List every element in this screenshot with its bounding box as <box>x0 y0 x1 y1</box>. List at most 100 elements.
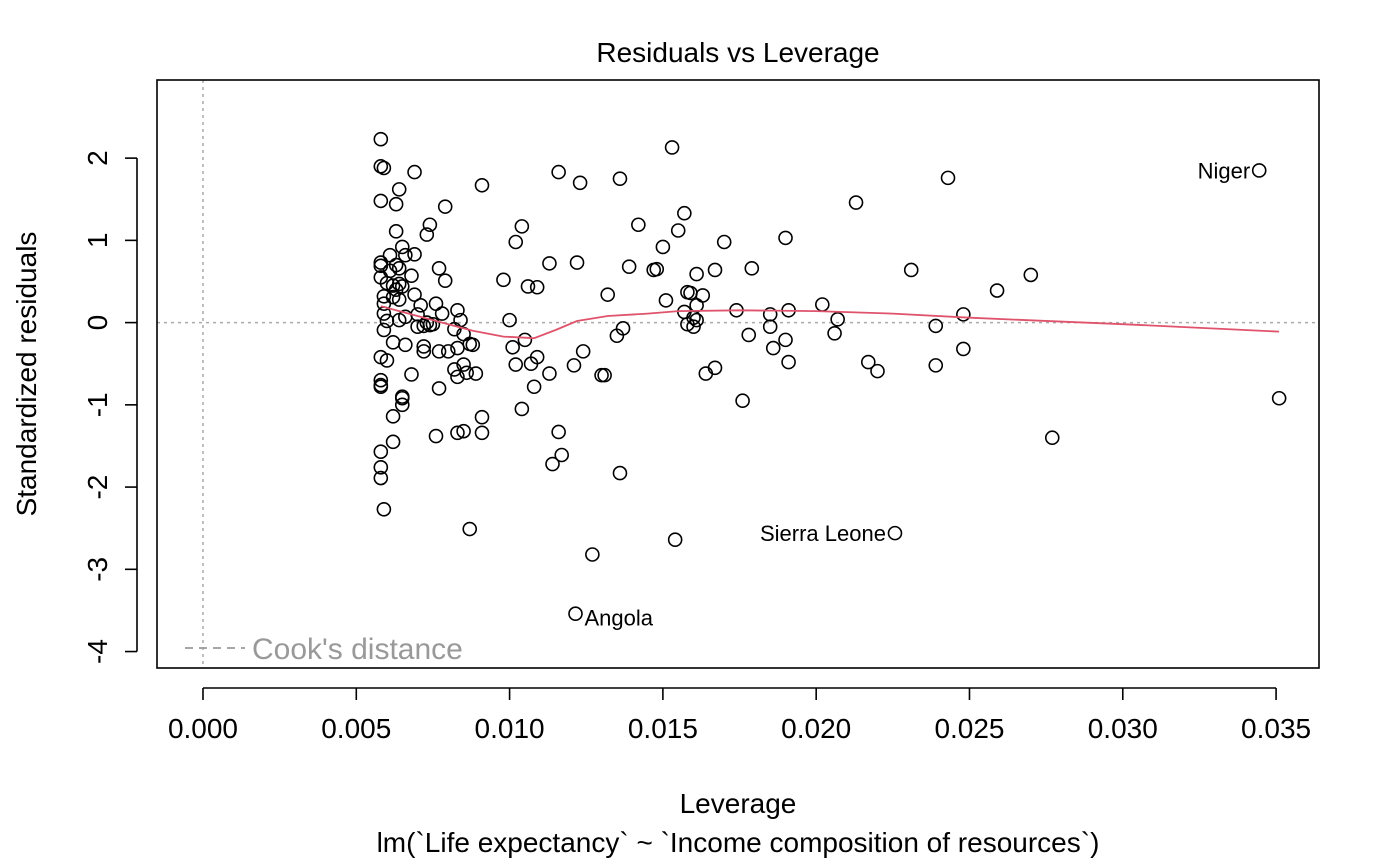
data-point <box>447 321 462 337</box>
data-point <box>373 470 389 486</box>
data-point <box>373 372 389 388</box>
data-point <box>428 428 444 444</box>
data-point <box>664 140 680 155</box>
data-point <box>677 205 692 221</box>
data-point <box>394 390 410 406</box>
data-point <box>870 363 885 379</box>
data-point <box>431 381 447 396</box>
data-point <box>376 160 392 176</box>
y-tick-label: -1 <box>82 392 113 417</box>
data-point <box>394 279 410 294</box>
data-point <box>781 354 796 370</box>
data-point <box>572 175 588 191</box>
data-point <box>956 307 971 322</box>
data-point <box>631 217 646 233</box>
x-tick-label: 0.030 <box>1088 713 1158 744</box>
y-tick-label: 1 <box>82 233 113 249</box>
plot-frame <box>156 79 1320 669</box>
data-point <box>861 354 876 370</box>
data-point <box>391 261 407 276</box>
x-tick-label: 0.010 <box>475 713 545 744</box>
data-point <box>373 460 389 475</box>
data-point <box>376 288 392 304</box>
data-point <box>707 262 723 278</box>
data-point <box>686 319 701 335</box>
data-point <box>388 196 404 212</box>
y-axis: -4 -3 -2 -1 0 1 2 <box>82 150 138 664</box>
y-tick-label: -3 <box>82 557 113 582</box>
data-point <box>388 224 404 239</box>
data-point <box>928 358 944 373</box>
chart-title: Residuals vs Leverage <box>596 37 879 68</box>
y-tick-label: -4 <box>82 639 113 664</box>
x-tick-label: 0.015 <box>628 713 698 744</box>
point-label: Angola <box>585 606 654 631</box>
data-point <box>689 266 704 282</box>
data-point <box>542 256 557 271</box>
data-point <box>940 170 956 186</box>
data-point <box>407 164 422 180</box>
data-point <box>744 261 760 276</box>
data-point <box>778 332 793 348</box>
data-point <box>526 379 542 395</box>
x-axis: 0.000 0.005 0.010 0.015 0.020 0.025 0.030 0.035 <box>168 687 1311 744</box>
data-point <box>450 425 465 441</box>
data-point <box>848 195 864 210</box>
x-tick-label: 0.035 <box>1241 713 1311 744</box>
data-point <box>419 315 435 330</box>
data-point <box>376 296 392 311</box>
data-point <box>542 366 557 381</box>
data-point <box>404 367 419 382</box>
data-point <box>695 288 711 303</box>
data-point <box>404 268 419 284</box>
model-formula-subtitle: lm(`Life expectancy` ~ `Income compositi… <box>377 827 1100 858</box>
point-label: Sierra Leone <box>760 521 886 546</box>
data-point <box>398 247 413 263</box>
data-point <box>385 434 401 450</box>
data-point <box>373 258 389 274</box>
data-point <box>440 344 456 359</box>
data-point <box>1251 163 1267 178</box>
data-point <box>465 337 481 353</box>
y-tick-label: -2 <box>82 475 113 500</box>
data-point <box>830 312 845 327</box>
x-tick-label: 0.025 <box>934 713 1004 744</box>
y-axis-title: Standardized residuals <box>11 232 42 517</box>
data-point <box>394 239 410 255</box>
data-point <box>520 279 536 294</box>
data-point <box>658 293 674 308</box>
data-point <box>514 401 530 417</box>
data-point <box>689 312 704 328</box>
data-point <box>437 199 453 214</box>
data-point <box>741 327 757 343</box>
data-point <box>508 234 524 250</box>
data-point <box>450 302 465 318</box>
data-point <box>551 424 566 440</box>
data-point <box>585 547 600 562</box>
data-point <box>468 366 484 381</box>
data-point <box>762 319 778 335</box>
data-point <box>568 606 583 622</box>
data-point <box>594 367 609 383</box>
data-point <box>612 171 628 186</box>
data-point <box>778 230 793 246</box>
data-point <box>474 409 490 425</box>
data-point <box>391 182 407 197</box>
data-point <box>459 365 474 381</box>
data-point <box>474 425 490 441</box>
data-point <box>707 360 723 376</box>
data-point <box>373 131 389 147</box>
x-axis-title: Leverage <box>680 788 797 819</box>
data-point <box>566 358 582 373</box>
data-point <box>716 234 732 250</box>
data-point <box>545 456 560 472</box>
data-point <box>887 525 903 541</box>
x-tick-label: 0.005 <box>321 713 391 744</box>
data-point <box>456 357 471 372</box>
data-point <box>827 325 842 341</box>
data-point <box>1044 430 1060 446</box>
data-point <box>385 409 401 424</box>
data-point <box>398 337 413 353</box>
data-point <box>373 193 389 209</box>
x-tick-label: 0.020 <box>781 713 851 744</box>
